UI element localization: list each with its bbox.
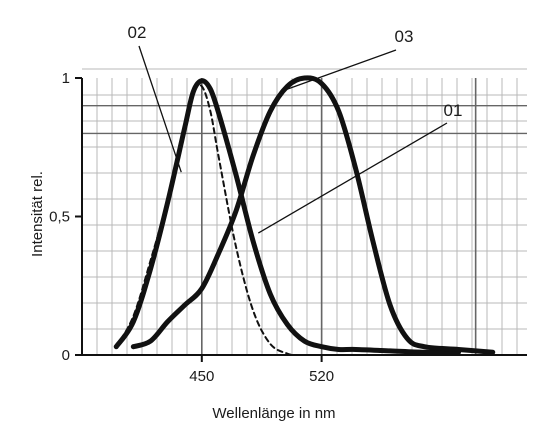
series-line-01 (115, 83, 297, 356)
series-line-03 (130, 75, 496, 355)
y-axis-label: Intensität rel. (29, 171, 46, 257)
callout-line-01 (257, 122, 448, 234)
y-tick-label: 0 (62, 347, 70, 364)
y-tick-label: 0,5 (49, 209, 70, 226)
x-tick-label: 520 (309, 368, 334, 385)
callout-label-03: 03 (395, 27, 414, 46)
x-axis-label: Wellenlänge in nm (212, 405, 335, 422)
callout-layer: 01 02 03 (128, 23, 463, 234)
callout-line-02 (138, 45, 182, 173)
callout-label-01: 01 (444, 101, 463, 120)
ticks-layer: 0 0,5 1 450 520 (49, 70, 334, 385)
callout-label-02: 02 (128, 23, 147, 42)
series-layer (113, 75, 496, 356)
y-tick-label: 1 (62, 70, 70, 87)
series-line-02 (113, 78, 462, 355)
x-tick-label: 450 (189, 368, 214, 385)
callout-line-03 (287, 49, 397, 90)
